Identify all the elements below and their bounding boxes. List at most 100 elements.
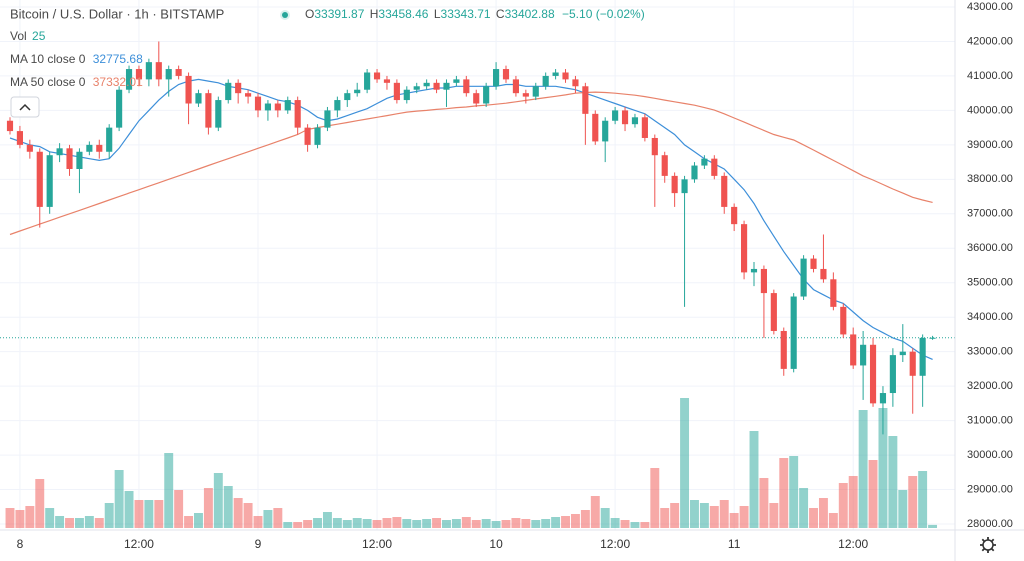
candle-body <box>493 69 500 87</box>
y-tick-label: 42000.00 <box>967 35 1013 47</box>
volume-bar <box>640 522 650 528</box>
candle-body <box>324 110 331 128</box>
volume-bar <box>928 524 938 528</box>
candle-body <box>364 72 371 90</box>
y-tick-label: 41000.00 <box>967 70 1013 82</box>
volume-bar <box>154 500 164 528</box>
grid <box>0 0 955 530</box>
candle-body <box>631 117 639 125</box>
volume-bar <box>858 410 868 528</box>
volume-bar <box>35 479 45 528</box>
candle-body <box>245 93 252 97</box>
candle-body <box>344 93 351 101</box>
volume-bar <box>5 508 15 528</box>
volume-bar <box>620 520 630 528</box>
candle-body <box>929 337 936 339</box>
candle-body <box>919 337 926 376</box>
volume-bar <box>818 498 828 528</box>
settings-button[interactable] <box>980 537 996 553</box>
candle-body <box>602 120 609 142</box>
volume-bar <box>709 506 719 528</box>
volume-bar <box>719 500 729 528</box>
candle-body <box>800 258 807 297</box>
candle-body <box>810 258 817 269</box>
candle-body <box>770 293 777 331</box>
volume-bar <box>471 520 481 528</box>
candle-body <box>542 75 549 87</box>
candle-body <box>284 100 291 111</box>
y-tick-label: 28000.00 <box>967 518 1013 530</box>
candle-body <box>661 155 668 176</box>
volume-bar <box>511 518 521 528</box>
candle-body <box>562 72 569 80</box>
volume-bar <box>303 520 313 528</box>
volume-bar <box>868 460 878 528</box>
candle-body <box>145 62 152 80</box>
collapse-button[interactable] <box>10 96 40 118</box>
volume-bar <box>273 508 283 528</box>
change-value: −5.10 (−0.02%) <box>562 7 645 21</box>
volume-bar <box>203 488 213 528</box>
volume-bar <box>104 503 114 528</box>
candle-body <box>780 330 787 369</box>
x-tick-label: 9 <box>255 537 262 551</box>
volume-bar <box>293 522 303 528</box>
candle-body <box>304 127 311 145</box>
candle-body <box>621 110 629 125</box>
volume-bar <box>174 490 184 528</box>
candle-body <box>155 62 162 80</box>
settings-gear-teeth[interactable] <box>980 537 996 553</box>
ma-line <box>9 78 933 360</box>
volume-bar <box>283 522 293 528</box>
candle-body <box>413 86 420 90</box>
candle-body <box>373 72 381 80</box>
candle-body <box>76 151 83 169</box>
volume-bar <box>362 519 372 528</box>
volume-bar <box>680 398 690 528</box>
ma10-legend: MA 10 close 0 32775.68 <box>10 52 143 66</box>
volume-bar <box>422 519 432 528</box>
volume-bar <box>332 518 342 528</box>
candle-body <box>701 158 708 166</box>
y-tick-label: 34000.00 <box>967 311 1013 323</box>
ma50-name: MA 50 close 0 <box>10 75 86 89</box>
volume-bar <box>878 408 888 528</box>
volume-bar <box>670 503 680 528</box>
volume-bar <box>600 508 610 528</box>
volume-bar <box>491 521 501 528</box>
collapse-button-box[interactable] <box>10 96 40 118</box>
volume-bar <box>382 518 392 528</box>
volume-bar <box>908 476 918 528</box>
candle-body <box>433 82 440 90</box>
candle-body <box>532 86 539 97</box>
candle-body <box>889 355 896 394</box>
candle-body <box>334 100 341 111</box>
volume-bar <box>451 519 461 528</box>
volume-bar <box>342 520 352 528</box>
y-tick-label: 35000.00 <box>967 277 1013 289</box>
volume-bar <box>15 510 25 528</box>
candle-body <box>671 175 678 194</box>
volume-bar <box>541 519 551 528</box>
y-tick-label: 43000.00 <box>967 1 1013 13</box>
volume-bar <box>322 512 332 528</box>
volume-bar <box>650 468 660 528</box>
collapse-button-icon[interactable] <box>19 103 31 111</box>
volume-bar <box>442 520 451 528</box>
candle-body <box>354 89 361 94</box>
candle-body <box>254 96 262 111</box>
status-dot <box>282 12 288 18</box>
ma-line <box>9 91 933 236</box>
volume-bar <box>759 478 769 528</box>
volume-bar <box>45 508 55 528</box>
candle-body <box>225 82 232 101</box>
volume-bar <box>848 476 858 528</box>
candle-body <box>572 79 579 87</box>
candle-body <box>830 279 837 307</box>
candle-body <box>612 110 619 121</box>
candles <box>6 41 936 435</box>
volume-bar <box>809 508 818 528</box>
candle-body <box>235 82 242 94</box>
candle-body <box>651 137 658 156</box>
